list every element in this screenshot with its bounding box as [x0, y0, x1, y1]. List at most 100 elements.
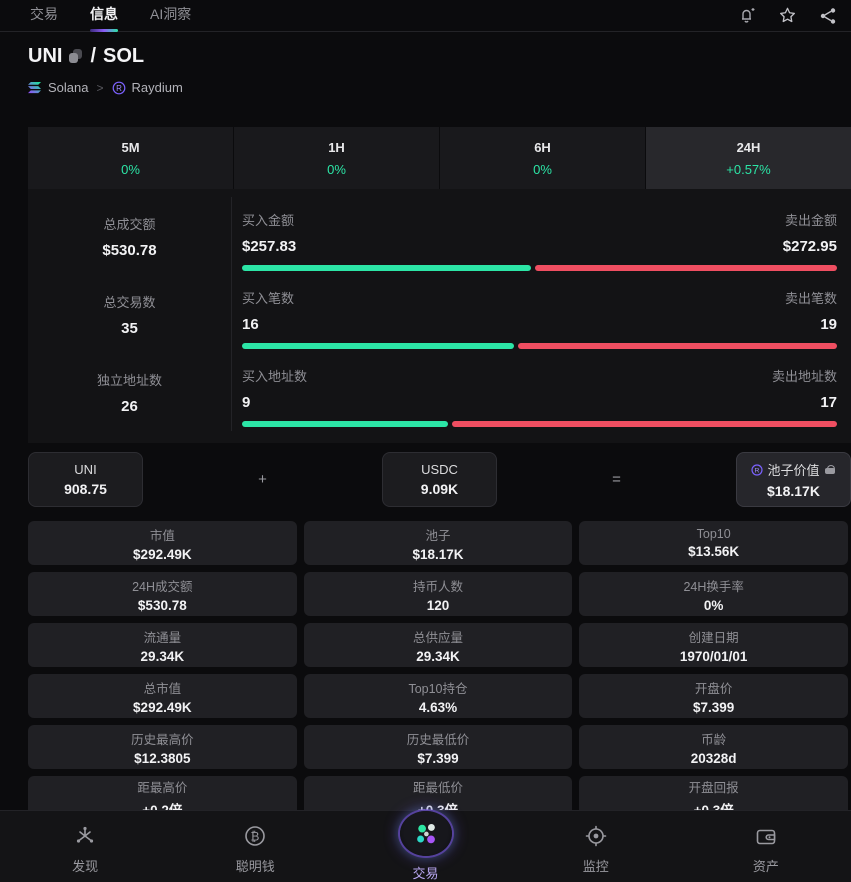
total-volume-value: $530.78 [102, 241, 157, 259]
dex-label: Raydium [131, 80, 183, 95]
pool-token0-card[interactable]: UNI 908.75 [28, 452, 143, 507]
plus-sign: + [258, 471, 267, 488]
address-ratio-bar [242, 421, 837, 427]
nav-trade[interactable]: 交易 [340, 811, 510, 882]
timeframe-tabs: 5M 0% 1H 0% 6H 0% 24H +0.57% [28, 127, 851, 189]
timeframe-1h[interactable]: 1H 0% [234, 127, 439, 189]
stat-market-cap: 市值 $292.49K [28, 521, 297, 565]
sell-address-label: 卖出地址数 [771, 369, 837, 384]
nav-smart-money[interactable]: ₿ 聪明钱 [170, 811, 340, 882]
raydium-icon: R [751, 463, 764, 476]
nav-discover[interactable]: 发现 [0, 811, 170, 882]
nav-monitor-label: 监控 [582, 859, 609, 874]
sell-count-label: 卖出笔数 [784, 291, 837, 306]
volume-ratio-bar [242, 265, 837, 271]
token-stats-grid: 市值 $292.49K 池子 $18.17K Top10 $13.56K 24H… [28, 521, 848, 820]
svg-text:R: R [116, 83, 122, 92]
breadcrumb: Solana > R Raydium [28, 80, 851, 95]
tab-info[interactable]: 信息 [88, 0, 120, 32]
buy-sell-count-row: 买入笔数 卖出笔数 16 19 [242, 275, 837, 353]
stat-creation-date: 创建日期 1970/01/01 [579, 623, 848, 667]
tab-trade[interactable]: 交易 [30, 5, 58, 22]
top-nav: 交易 信息 AI洞察 [0, 0, 851, 32]
timeframe-change: 0% [327, 161, 346, 177]
pair-title: UNI / SOL [28, 45, 851, 68]
timeframe-label: 5M [121, 139, 140, 155]
buy-address-label: 买入地址数 [242, 369, 308, 384]
nav-assets[interactable]: 资产 [681, 811, 851, 882]
pool-token1-card[interactable]: USDC 9.09K [381, 452, 497, 507]
buy-count-value: 16 [242, 316, 259, 333]
stat-pool: 池子 $18.17K [303, 521, 573, 565]
summary-buysell-column: 买入金额 卖出金额 $257.83 $272.95 买入笔数 卖出笔数 [232, 197, 837, 431]
stat-top10: Top10 $13.56K [579, 521, 848, 565]
nav-trade-label: 交易 [412, 866, 439, 881]
bottom-nav: 发现 ₿ 聪明钱 交易 [0, 810, 851, 882]
star-favorite-icon[interactable] [778, 6, 797, 25]
total-volume: 总成交额 $530.78 [28, 197, 231, 275]
nav-smart-money-label: 聪明钱 [235, 859, 275, 874]
timeframe-label: 6H [534, 139, 551, 155]
timeframe-5m[interactable]: 5M 0% [28, 127, 233, 189]
buy-sell-volume-row: 买入金额 卖出金额 $257.83 $272.95 [242, 197, 837, 275]
chain-crumb[interactable]: Solana [28, 80, 88, 95]
nav-monitor[interactable]: 监控 [511, 811, 681, 882]
lock-icon [825, 465, 836, 474]
volume-sell-bar [535, 265, 837, 271]
pool-composition-row: UNI 908.75 + USDC 9.09K = R 池子价值 $18.17K [28, 452, 851, 507]
chain-label: Solana [48, 80, 89, 95]
unique-addresses-value: 26 [121, 397, 138, 415]
alert-bell-plus-icon[interactable] [737, 6, 756, 25]
buy-sell-address-row: 买入地址数 卖出地址数 9 17 [242, 353, 837, 431]
trade-icon [399, 811, 452, 856]
share-icon[interactable] [819, 7, 837, 25]
stat-24h-turnover: 24H换手率 0% [579, 572, 848, 616]
base-symbol: UNI [28, 45, 63, 67]
total-trades-value: 35 [121, 319, 138, 337]
total-volume-label: 总成交额 [103, 216, 156, 232]
sell-volume-label: 卖出金额 [784, 213, 837, 228]
pair-separator: / [90, 45, 97, 67]
pool-token1-amount: 9.09K [420, 481, 459, 497]
discover-icon [73, 823, 97, 849]
sell-volume-value: $272.95 [782, 238, 837, 255]
total-trades: 总交易数 35 [28, 275, 231, 353]
timeframe-6h[interactable]: 6H 0% [440, 127, 645, 189]
count-ratio-bar [242, 343, 837, 349]
stat-token-age: 币龄 20328d [579, 725, 848, 769]
solana-icon [28, 81, 42, 93]
timeframe-change: 0% [121, 161, 140, 177]
sell-address-value: 17 [820, 394, 837, 411]
address-buy-bar [242, 421, 448, 427]
total-trades-label: 总交易数 [103, 294, 156, 310]
buy-volume-label: 买入金额 [242, 213, 295, 228]
summary-totals-column: 总成交额 $530.78 总交易数 35 独立地址数 26 [28, 197, 232, 431]
smart-money-icon: ₿ [243, 823, 267, 849]
timeframe-24h[interactable]: 24H +0.57% [646, 127, 851, 189]
assets-icon [754, 823, 778, 849]
timeframe-change: +0.57% [726, 161, 771, 177]
stat-atl: 历史最低价 $7.399 [303, 725, 573, 769]
address-sell-bar [451, 421, 837, 427]
copy-address-icon[interactable] [69, 49, 83, 64]
stat-open-price: 开盘价 $7.399 [579, 674, 848, 718]
stat-holders: 持币人数 120 [303, 572, 573, 616]
timeframe-label: 1H [328, 139, 345, 155]
svg-text:₿: ₿ [251, 829, 260, 843]
stat-total-market-cap: 总市值 $292.49K [28, 674, 297, 718]
pool-token1-symbol: USDC [421, 462, 458, 477]
stat-24h-volume: 24H成交额 $530.78 [28, 572, 297, 616]
tab-ai-insight[interactable]: AI洞察 [150, 5, 192, 22]
count-buy-bar [242, 343, 514, 349]
stat-circulating-supply: 流通量 29.34K [28, 623, 297, 667]
dex-crumb[interactable]: R Raydium [112, 80, 183, 95]
stat-top10-holding: Top10持仓 4.63% [303, 674, 573, 718]
pool-value-card[interactable]: R 池子价值 $18.17K [735, 452, 851, 507]
pool-value-amount: $18.17K [767, 483, 820, 499]
stat-ath: 历史最高价 $12.3805 [28, 725, 297, 769]
pool-value-label: 池子价值 [767, 463, 820, 478]
raydium-icon: R [112, 81, 125, 94]
volume-buy-bar [242, 265, 532, 271]
buy-volume-value: $257.83 [242, 238, 297, 255]
